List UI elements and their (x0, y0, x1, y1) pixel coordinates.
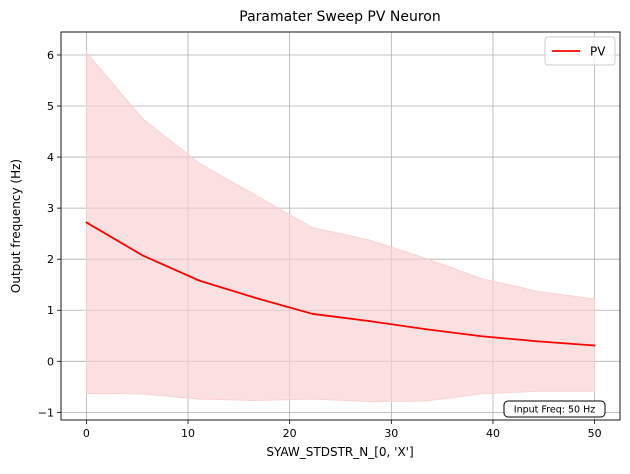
series-line-layer (85, 221, 596, 347)
axis-ticks: 0 10 20 30 40 50 −1 0 1 2 3 4 5 6 (38, 49, 602, 440)
y-tick-label: −1 (38, 406, 54, 419)
y-tick-label: 6 (47, 49, 54, 62)
confidence-band-layer (86, 51, 595, 403)
plot-frame (60, 31, 621, 421)
annotation-box: Input Freq: 50 Hz (503, 400, 606, 418)
data-point (367, 320, 370, 322)
x-tick-label: 40 (486, 427, 500, 440)
annotation-frame (503, 400, 606, 418)
data-point (85, 221, 88, 224)
y-axis-label: Output frequency (Hz) (9, 159, 23, 293)
data-point (480, 335, 483, 338)
y-tick-label: 4 (47, 151, 54, 164)
x-tick-label: 20 (283, 427, 297, 440)
series-line-pv (85, 221, 595, 347)
x-tick-label: 10 (181, 427, 195, 440)
y-tick-label: 0 (47, 355, 54, 368)
data-point (198, 279, 201, 282)
y-tick-label: 3 (47, 202, 54, 215)
legend-label: PV (590, 45, 606, 59)
confidence-band (86, 51, 595, 403)
data-point (142, 254, 144, 257)
y-tick-label: 2 (47, 253, 54, 266)
data-point (254, 297, 257, 299)
x-tick-label: 50 (588, 427, 602, 440)
axes (60, 31, 621, 421)
data-point (311, 312, 314, 315)
legend: PV (544, 36, 616, 66)
data-point (537, 340, 539, 343)
annotation-text: Input Freq: 50 Hz (514, 405, 595, 416)
x-axis-label: SYAW_STDSTR_N_[0, 'X'] (266, 445, 413, 459)
data-point (424, 328, 427, 331)
x-tick-label: 0 (83, 427, 90, 440)
y-tick-label: 1 (47, 304, 54, 317)
x-tick-label: 30 (384, 427, 398, 440)
data-point (593, 344, 596, 347)
chart-title: Paramater Sweep PV Neuron (239, 9, 440, 25)
y-tick-label: 5 (47, 100, 54, 113)
